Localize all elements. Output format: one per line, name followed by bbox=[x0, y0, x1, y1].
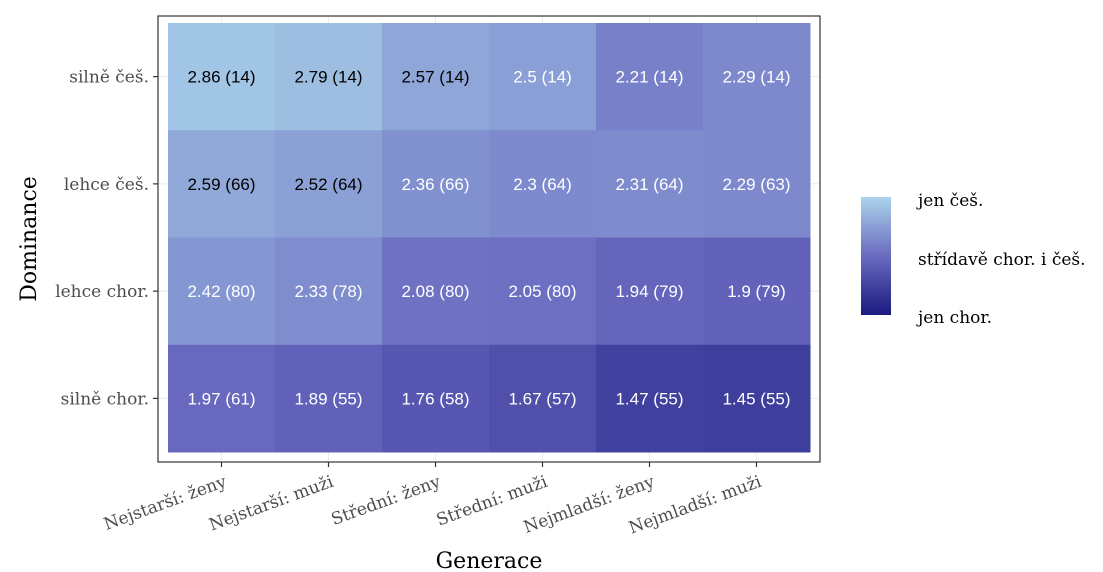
cell-value-label: 1.97 (61) bbox=[187, 389, 255, 408]
y-tick-label: silně češ. bbox=[69, 68, 149, 88]
y-tick-label: lehce češ. bbox=[64, 175, 149, 195]
x-tick-label: Nejstarší: muži bbox=[206, 472, 336, 536]
cell-value-label: 2.29 (63) bbox=[722, 175, 790, 194]
cell-value-label: 2.3 (64) bbox=[513, 175, 572, 194]
cell-value-label: 2.59 (66) bbox=[187, 175, 255, 194]
y-axis-title: Dominance bbox=[17, 176, 42, 302]
cell-value-label: 2.86 (14) bbox=[187, 68, 255, 87]
cell-value-label: 2.21 (14) bbox=[615, 68, 683, 87]
heatmap-cell bbox=[489, 344, 597, 453]
heatmap-cell bbox=[703, 237, 811, 346]
heatmap-cell bbox=[489, 23, 597, 131]
cell-value-label: 2.5 (14) bbox=[513, 68, 572, 87]
y-tick-label: lehce chor. bbox=[55, 282, 149, 302]
heatmap-cell bbox=[596, 344, 704, 453]
cell-value-label: 1.47 (55) bbox=[615, 389, 683, 408]
cell-value-label: 2.08 (80) bbox=[401, 282, 469, 301]
legend-label-bottom: jen chor. bbox=[916, 308, 992, 328]
cell-value-label: 1.45 (55) bbox=[722, 389, 790, 408]
heatmap-cell bbox=[703, 130, 811, 238]
cell-value-label: 1.89 (55) bbox=[294, 389, 362, 408]
heatmap-cell bbox=[168, 130, 276, 238]
y-tick-label: silně chor. bbox=[61, 389, 149, 409]
panel-border bbox=[157, 15, 821, 463]
heatmap-cell bbox=[168, 237, 276, 346]
legend-label-top: jen češ. bbox=[916, 191, 983, 211]
heatmap-cell bbox=[703, 23, 811, 131]
cell-value-label: 1.94 (79) bbox=[615, 282, 683, 301]
cell-value-label: 1.9 (79) bbox=[727, 282, 786, 301]
cell-labels: 2.86 (14) 2.79 (14) 2.57 (14) 2.5 (14) 2.21 … bbox=[187, 68, 790, 409]
heatmap-cell bbox=[275, 344, 383, 453]
heatmap-cell bbox=[275, 130, 383, 238]
heatmap-cell bbox=[382, 344, 490, 453]
heatmap-cell bbox=[596, 237, 704, 346]
x-axis-title: Generace bbox=[436, 549, 543, 572]
heatmap-cell bbox=[596, 23, 704, 131]
cell-value-label: 2.57 (14) bbox=[401, 68, 469, 87]
cell-value-label: 2.05 (80) bbox=[508, 282, 576, 301]
heatmap-cells bbox=[168, 23, 811, 453]
cell-value-label: 2.29 (14) bbox=[722, 68, 790, 87]
y-axis: silně češ. lehce češ. lehce chor. silně cho… bbox=[55, 68, 158, 409]
legend-label-mid: střídavě chor. i češ. bbox=[918, 250, 1086, 270]
heatmap-cell bbox=[382, 130, 490, 238]
cell-value-label: 2.42 (80) bbox=[187, 282, 255, 301]
heatmap-cell bbox=[275, 23, 383, 131]
heatmap-cell bbox=[382, 237, 490, 346]
heatmap-cell bbox=[489, 237, 597, 346]
heatmap-cell bbox=[703, 344, 811, 453]
heatmap-cell bbox=[275, 237, 383, 346]
heatmap-cell bbox=[382, 23, 490, 131]
color-legend: jen češ. střídavě chor. i češ. jen chor. bbox=[861, 191, 1086, 328]
cell-value-label: 2.79 (14) bbox=[294, 68, 362, 87]
heatmap-cell bbox=[168, 344, 276, 453]
heatmap-cell bbox=[596, 130, 704, 238]
cell-value-label: 2.31 (64) bbox=[615, 175, 683, 194]
legend-colorbar bbox=[861, 197, 891, 315]
heatmap-cell bbox=[168, 23, 276, 131]
cell-value-label: 1.76 (58) bbox=[401, 389, 469, 408]
cell-value-label: 2.52 (64) bbox=[294, 175, 362, 194]
cell-value-label: 1.67 (57) bbox=[508, 389, 576, 408]
x-tick-label: Střední: ženy bbox=[329, 472, 444, 530]
cell-value-label: 2.33 (78) bbox=[294, 282, 362, 301]
cell-value-label: 2.36 (66) bbox=[401, 175, 469, 194]
heatmap-cell bbox=[489, 130, 597, 238]
